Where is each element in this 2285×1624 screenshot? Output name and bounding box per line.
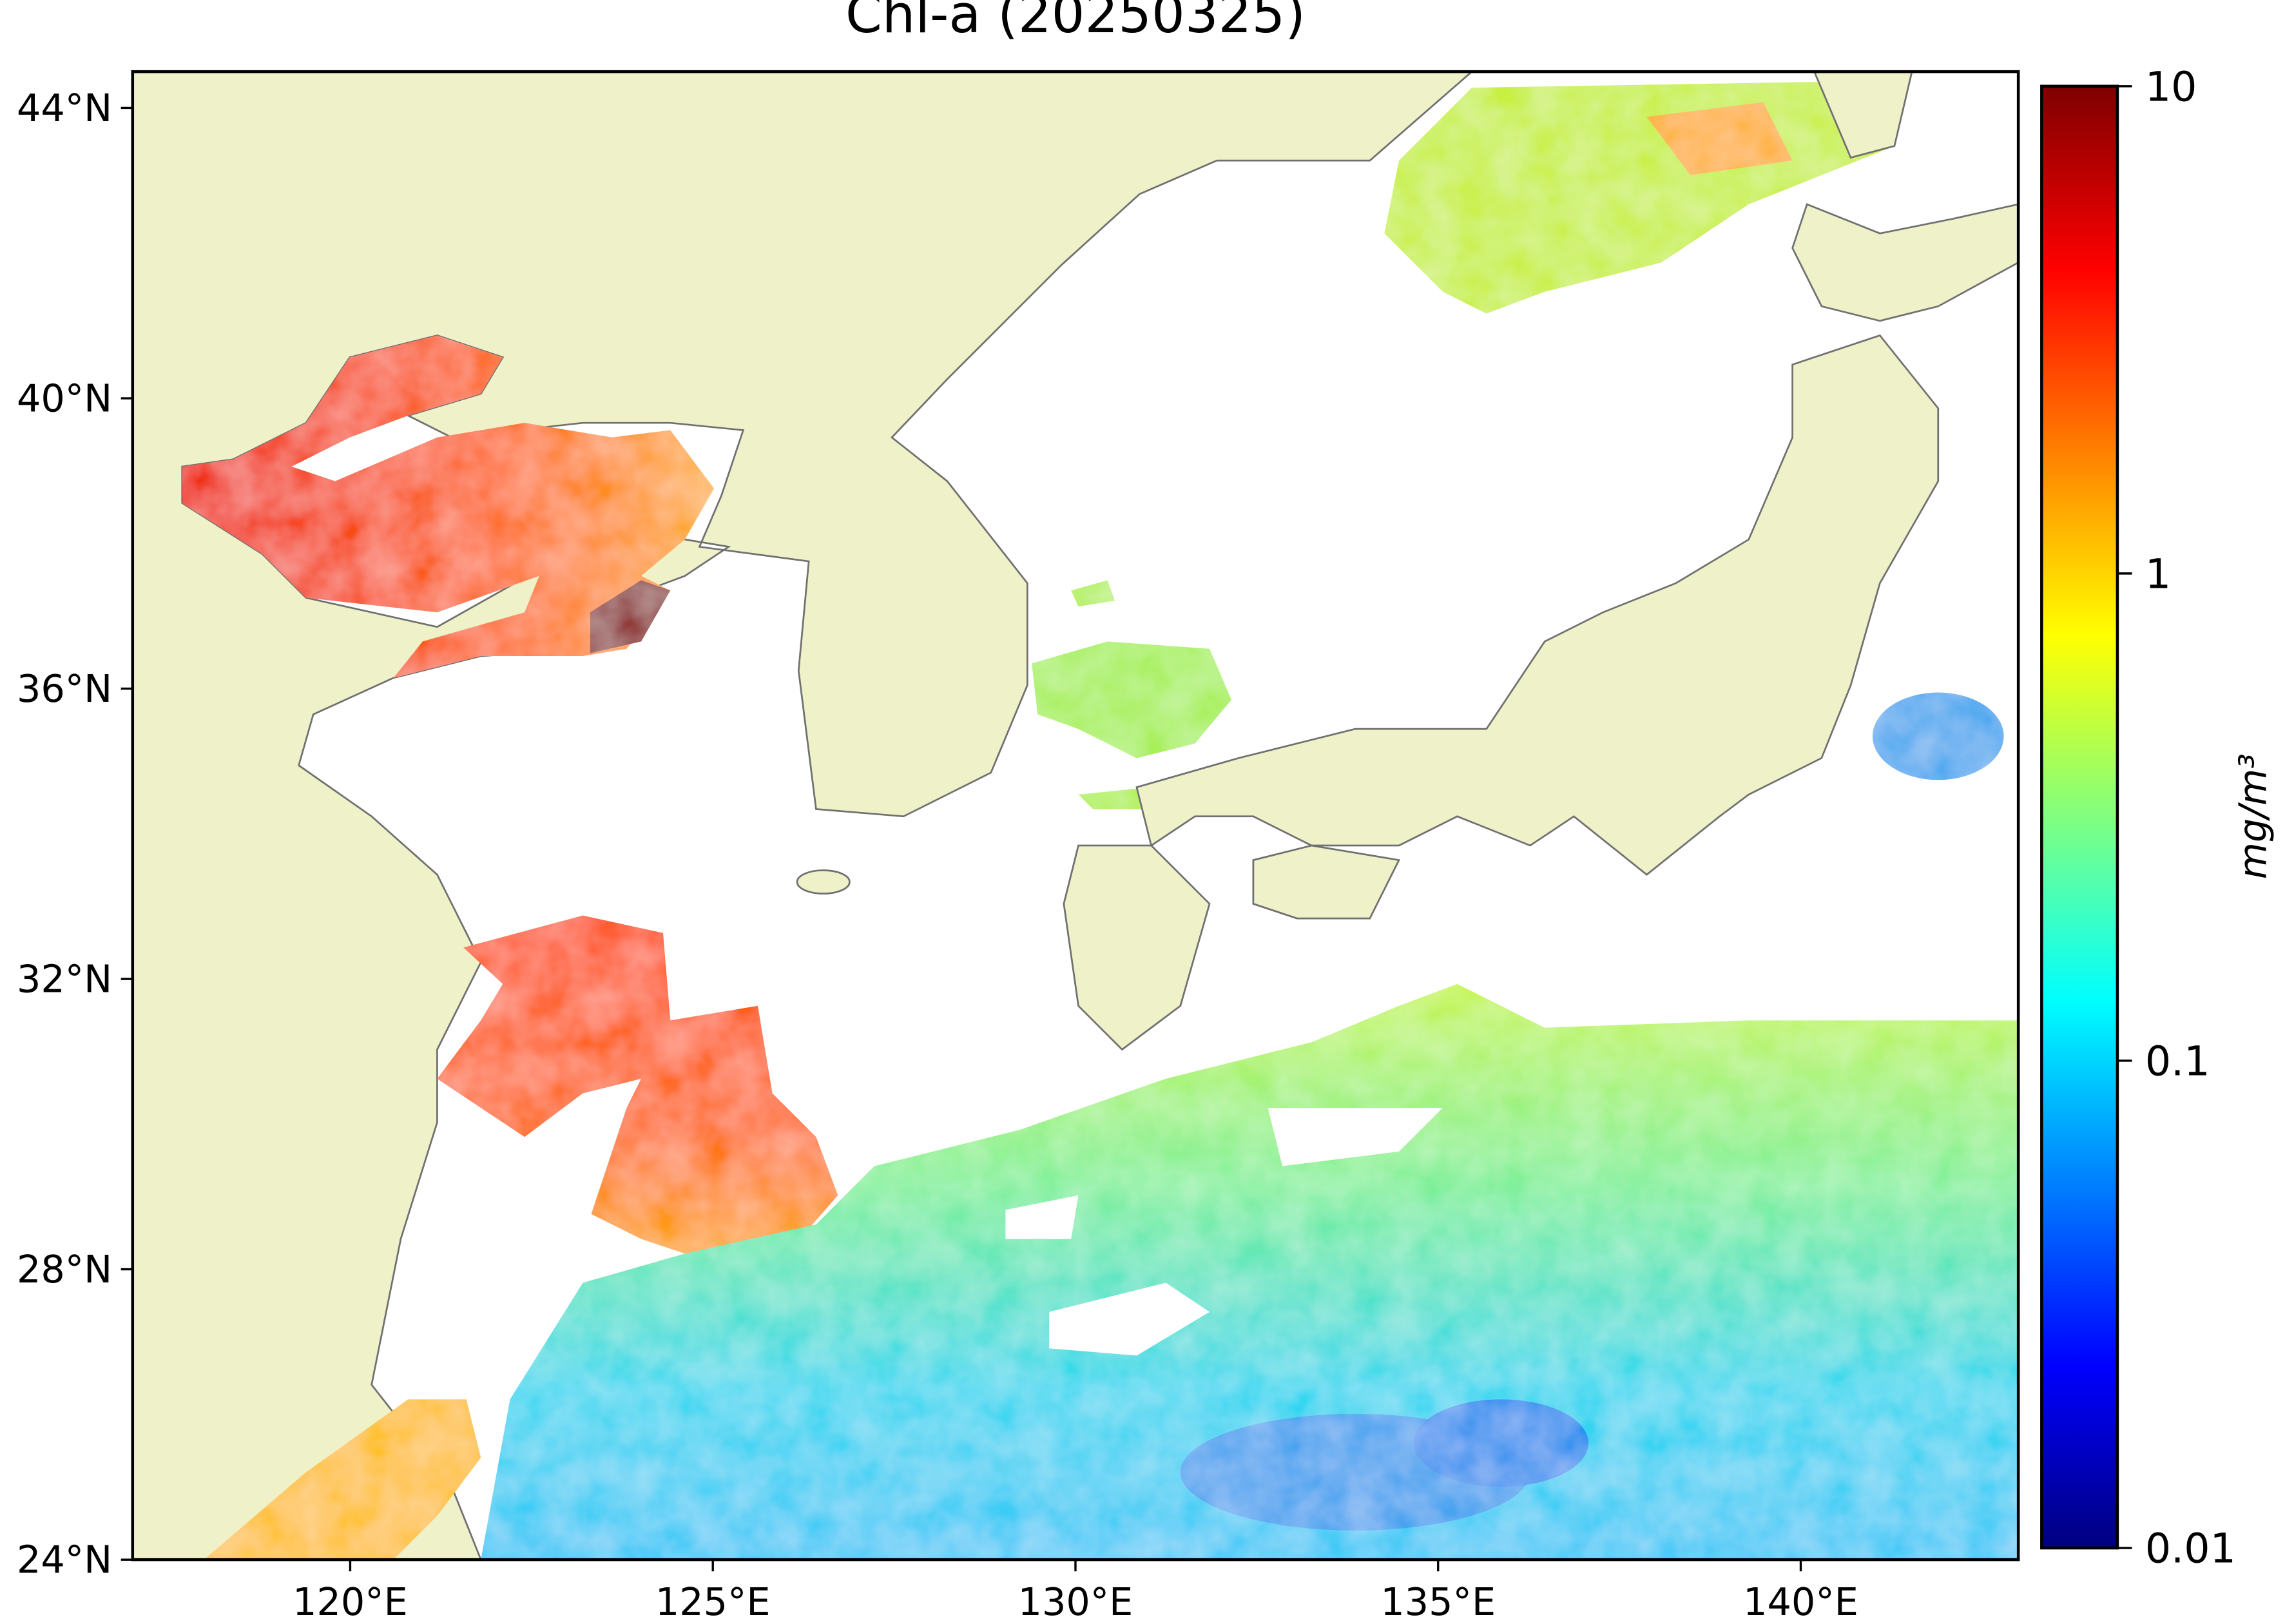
- colorbar-label: mg/m³: [2231, 753, 2275, 879]
- shikoku: [1252, 844, 1401, 920]
- pacific-field: [481, 983, 2019, 1560]
- japan: [796, 72, 2019, 1051]
- x-tick-label: 125°E: [655, 1580, 771, 1624]
- cloud-gap: [437, 1093, 627, 1385]
- low-patch: [1413, 1399, 1589, 1487]
- map-area: [132, 72, 2019, 1560]
- low-patch: [1873, 692, 2004, 780]
- y-tick-label: 40°N: [17, 376, 112, 420]
- y-tick-label: 32°N: [17, 956, 112, 1001]
- x-tick-label: 140°E: [1743, 1580, 1858, 1624]
- high-field: [590, 580, 671, 653]
- colorbar-tick-label: 0.01: [2145, 1525, 2236, 1572]
- hokkaido: [1791, 203, 2019, 322]
- map-title: Chl-a (20250325): [845, 0, 1306, 45]
- kyushu: [1063, 844, 1211, 1051]
- chlorophyll-field: [182, 80, 2019, 1560]
- jeju: [796, 869, 851, 894]
- sakhalin: [1813, 72, 1913, 159]
- ecs-field: [437, 915, 838, 1268]
- y-tick-label: 36°N: [17, 666, 112, 711]
- x-tick-label: 135°E: [1380, 1580, 1496, 1624]
- strait-patch: [1071, 580, 1166, 809]
- colorbar: [2040, 84, 2119, 1550]
- japan-sea-patch: [1646, 102, 1793, 175]
- coastal-field: [204, 1399, 481, 1560]
- colorbar-tick-label: 10: [2145, 63, 2197, 110]
- colorbar-tick-label: 1: [2145, 550, 2171, 597]
- colorbar-tick-label: 0.1: [2145, 1038, 2210, 1085]
- y-tick-label: 24°N: [17, 1537, 112, 1581]
- x-tick-label: 130°E: [1018, 1580, 1133, 1624]
- x-tick-label: 120°E: [293, 1580, 408, 1624]
- strait-field: [1032, 641, 1231, 759]
- y-tick-label: 28°N: [17, 1247, 112, 1291]
- bohai-field: [182, 335, 715, 678]
- cloud-gap: [1005, 1108, 1443, 1356]
- y-tick-label: 44°N: [17, 86, 112, 130]
- honshu: [1135, 334, 1940, 876]
